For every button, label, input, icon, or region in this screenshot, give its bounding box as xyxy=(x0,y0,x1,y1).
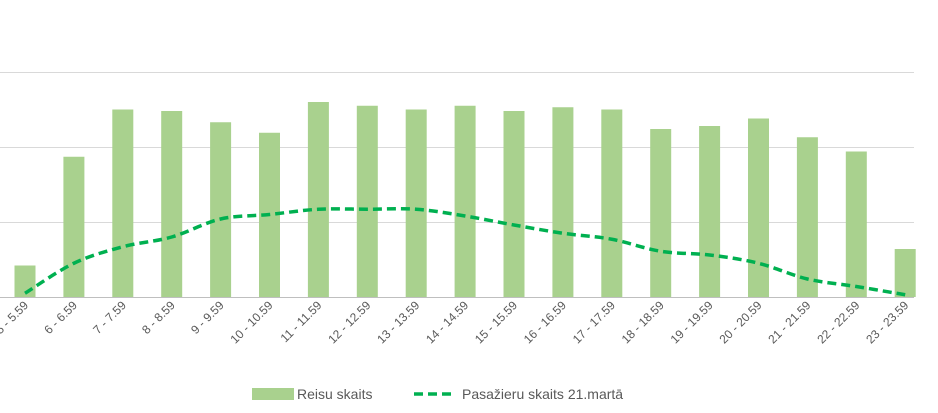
x-tick-label: 18 - 18.59 xyxy=(619,298,667,346)
x-axis-tick-labels: 5 - 5.59 6 - 6.59 7 - 7.59 8 - 8.59 9 - 9.59… xyxy=(0,298,912,346)
bar xyxy=(748,118,769,297)
bar xyxy=(894,249,916,297)
x-tick-label: 5 - 5.59 xyxy=(0,298,31,337)
bar xyxy=(552,107,574,297)
x-tick-label: 12 - 12.59 xyxy=(325,298,373,346)
x-tick-label: 21 - 21.59 xyxy=(765,298,813,346)
x-tick-label: 7 - 7.59 xyxy=(90,298,129,337)
x-tick-label: 15 - 15.59 xyxy=(472,298,520,346)
bar xyxy=(161,111,183,297)
bar xyxy=(356,105,378,297)
bar xyxy=(405,109,427,297)
bar xyxy=(650,129,672,297)
x-tick-label: 8 - 8.59 xyxy=(139,298,178,337)
bar xyxy=(699,126,721,297)
x-tick-label: 10 - 10.59 xyxy=(228,298,276,346)
x-tick-label: 16 - 16.59 xyxy=(521,298,569,346)
series-line xyxy=(24,207,906,297)
bar xyxy=(796,137,818,297)
bar xyxy=(601,109,623,297)
legend-label-line: Pasažieru skaits 21.martā xyxy=(462,386,623,402)
legend: Reisu skaits Pasažieru skaits 21.martā xyxy=(252,386,623,402)
x-tick-label: 9 - 9.59 xyxy=(188,298,227,337)
bar xyxy=(210,122,232,297)
bar xyxy=(845,151,867,297)
bar xyxy=(307,102,329,297)
x-tick-label: 6 - 6.59 xyxy=(41,298,80,337)
x-tick-label: 17 - 17.59 xyxy=(570,298,618,346)
line-series xyxy=(24,207,906,297)
legend-swatch-bars xyxy=(252,388,294,400)
bar xyxy=(112,109,134,297)
x-tick-label: 20 - 20.59 xyxy=(717,298,765,346)
x-tick-label: 14 - 14.59 xyxy=(423,298,471,346)
x-tick-label: 19 - 19.59 xyxy=(668,298,716,346)
bar xyxy=(503,111,525,297)
x-tick-label: 22 - 22.59 xyxy=(814,298,862,346)
bar-series xyxy=(14,102,916,297)
x-tick-label: 13 - 13.59 xyxy=(374,298,422,346)
legend-label-bars: Reisu skaits xyxy=(297,386,372,402)
x-tick-label: 11 - 11.59 xyxy=(278,298,325,345)
bar xyxy=(454,105,476,297)
bar xyxy=(63,156,85,297)
x-tick-label: 23 - 23.59 xyxy=(863,298,911,346)
